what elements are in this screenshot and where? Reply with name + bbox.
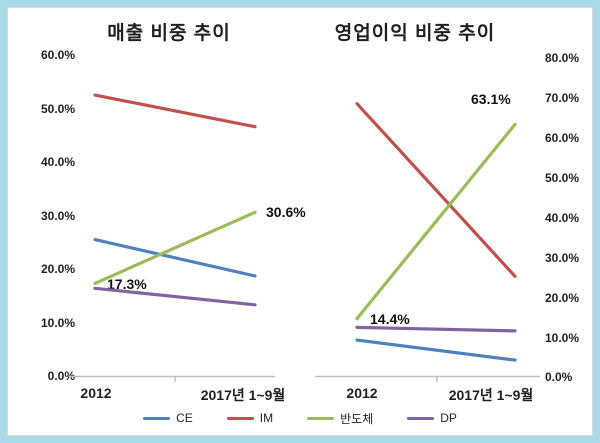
line-DP-left [93,286,257,307]
ytick-label: 80.0% [545,51,580,65]
ytick-label: 20.0% [545,291,580,305]
legend-item-ce: CE [143,411,193,425]
xtick-label: 2017년 1~9월 [448,387,534,403]
xtick-label: 2012 [80,385,112,401]
line-CE-right [355,338,517,362]
data-label-semiconductor-2017-left: 30.6% [266,204,306,220]
legend-item-semiconductor: 반도체 [307,410,373,427]
xtick-label: 2017년 1~9월 [200,387,286,403]
ytick-label: 40.0% [40,155,75,169]
ytick-label: 0.0% [545,370,573,384]
ytick-label: 30.0% [545,251,580,265]
legend-label: DP [440,411,457,425]
line-IM-right [355,102,517,278]
semiconductor-line-swatch [307,416,335,420]
ytick-label: 60.0% [40,48,75,62]
ytick-label: 30.0% [40,209,75,223]
xtick-label: 2012 [346,385,378,401]
legend: CE IM 반도체 DP [7,407,593,429]
ytick-label: 60.0% [545,131,580,145]
legend-label: IM [259,411,274,425]
im-line-swatch [226,416,254,420]
ytick-label: 10.0% [40,316,75,330]
ytick-label: 10.0% [545,331,580,345]
right-chart-title: 영업이익 비중 추이 [334,23,496,44]
legend-label: 반도체 [340,411,374,426]
line-semiconductor-right [355,122,517,321]
ytick-label: 40.0% [545,211,580,225]
data-label-semiconductor-2012-left: 17.3% [107,276,147,292]
data-label-semiconductor-2017-right: 63.1% [471,91,511,107]
line-semiconductor-left [93,210,257,285]
line-IM-left [93,93,257,129]
line-CE-left [93,238,257,278]
ce-line-swatch [143,416,171,420]
ytick-label: 50.0% [545,171,580,185]
plot-canvas [69,93,540,382]
ytick-label: 50.0% [40,102,75,116]
line-DP-right [355,325,517,333]
legend-label: CE [176,411,193,425]
ytick-label: 70.0% [545,91,580,105]
legend-item-dp: DP [407,411,457,425]
dp-line-swatch [407,416,435,420]
data-label-semiconductor-2012-right: 14.4% [370,311,410,327]
ytick-label: 20.0% [40,262,75,276]
legend-item-im: IM [226,411,274,425]
left-chart-title: 매출 비중 추이 [107,23,231,44]
ytick-label: 0.0% [47,369,75,383]
